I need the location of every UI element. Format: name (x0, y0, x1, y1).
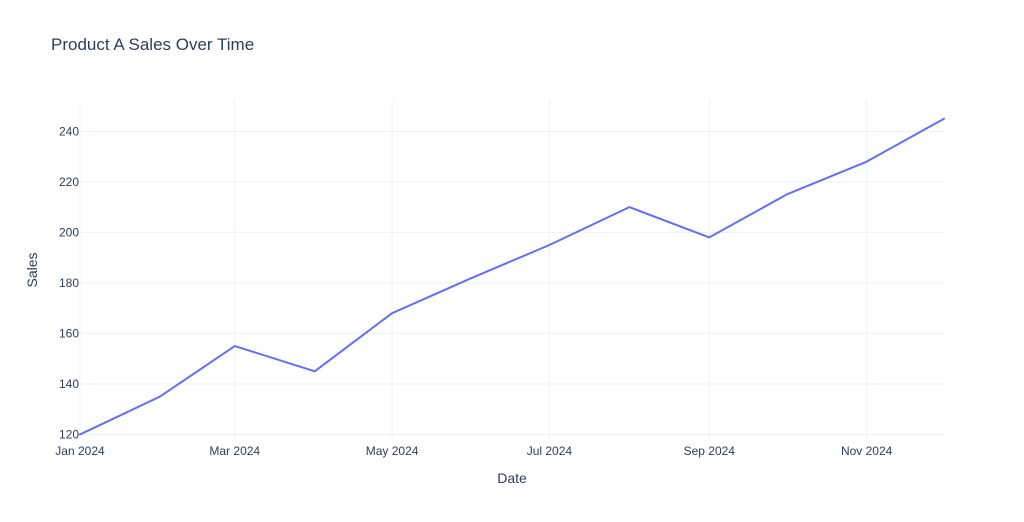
y-tick-label: 220 (59, 175, 79, 189)
x-axis-title: Date (497, 470, 527, 486)
x-tick-label: Mar 2024 (209, 444, 260, 458)
y-tick-label: 120 (59, 427, 79, 441)
x-tick-label: May 2024 (366, 444, 419, 458)
y-tick-label: 180 (59, 276, 79, 290)
x-tick-label: Jul 2024 (527, 444, 573, 458)
y-tick-label: 140 (59, 377, 79, 391)
y-axis-title: Sales (24, 252, 40, 287)
series-line (79, 117, 945, 436)
x-tick-label: Jan 2024 (55, 444, 105, 458)
x-gridlines (79, 100, 868, 438)
y-tick-label: 160 (59, 326, 79, 340)
x-tick-labels: Jan 2024 Mar 2024 May 2024 Jul 2024 Sep 2024… (55, 444, 892, 458)
chart-title: Product A Sales Over Time (51, 35, 254, 54)
x-tick-label: Sep 2024 (684, 444, 736, 458)
y-tick-labels: 120 140 160 180 200 220 240 (59, 124, 79, 441)
y-tick-label: 240 (59, 124, 79, 138)
y-gridlines (80, 130, 944, 435)
series-layer (79, 117, 945, 436)
y-tick-label: 200 (59, 225, 79, 239)
x-tick-label: Nov 2024 (841, 444, 893, 458)
